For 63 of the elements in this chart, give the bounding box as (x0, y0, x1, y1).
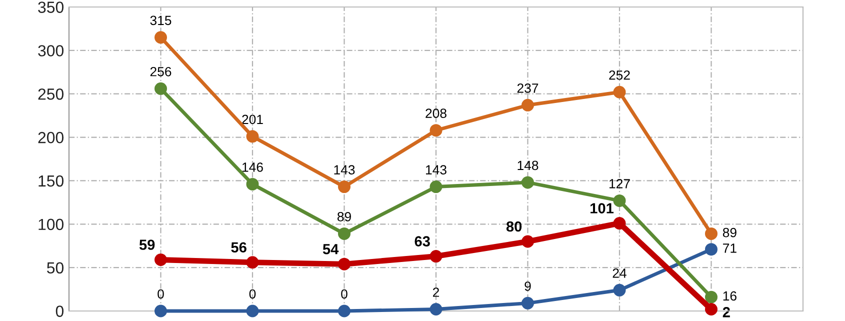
point (338, 304, 350, 318)
data-label: 89 (722, 228, 736, 238)
data-label: 71 (723, 244, 736, 253)
point (613, 86, 626, 98)
data-label: 0 (249, 289, 256, 299)
data-label: 237 (517, 83, 538, 93)
data-label: 9 (524, 282, 531, 291)
point (154, 82, 167, 95)
point (246, 304, 259, 318)
data-label: 208 (426, 108, 446, 118)
y-tick-label: 50 (47, 262, 64, 274)
point (246, 178, 259, 190)
data-label: 146 (242, 162, 263, 172)
point (613, 217, 626, 230)
y-tick-label: 300 (38, 45, 64, 56)
point (154, 254, 167, 266)
y-tick-label: 250 (38, 88, 64, 100)
point (613, 194, 626, 207)
y-tick-label: 0 (56, 306, 64, 317)
y-tick-label: 100 (38, 218, 64, 230)
data-label: 0 (158, 289, 164, 299)
data-label: 252 (609, 70, 630, 80)
data-label: 2 (432, 288, 440, 297)
data-label: 0 (341, 289, 348, 299)
data-label: 16 (723, 291, 736, 301)
point (522, 176, 534, 189)
data-label: 256 (150, 66, 172, 76)
point (430, 250, 442, 263)
point (705, 227, 718, 240)
point (430, 124, 442, 137)
point (430, 180, 442, 194)
point (246, 130, 259, 143)
point (154, 31, 167, 44)
point (705, 290, 718, 304)
y-tick-label: 200 (38, 132, 64, 144)
data-label: 56 (231, 242, 246, 253)
point (338, 180, 350, 194)
data-label: 143 (334, 165, 355, 174)
point (522, 296, 534, 310)
data-label: 315 (150, 16, 172, 26)
point (705, 243, 718, 256)
point (522, 98, 534, 112)
y-tick-label: 150 (38, 175, 64, 187)
data-label: 89 (337, 212, 351, 222)
point (246, 256, 259, 269)
data-label: 63 (414, 236, 430, 246)
data-label: 54 (322, 244, 339, 254)
point (705, 303, 718, 316)
point (430, 303, 442, 316)
data-label: 201 (242, 114, 263, 124)
point (522, 235, 534, 248)
data-label: 101 (590, 203, 614, 214)
data-label: 148 (518, 160, 538, 170)
data-label: 59 (139, 240, 155, 250)
data-label: 24 (612, 268, 626, 278)
point (338, 258, 350, 270)
y-tick-label: 350 (38, 2, 64, 13)
data-label: 80 (506, 221, 522, 232)
data-label: 127 (610, 179, 630, 188)
point (154, 304, 167, 318)
data-label: 143 (426, 165, 446, 174)
point (338, 227, 350, 240)
point (613, 284, 626, 296)
